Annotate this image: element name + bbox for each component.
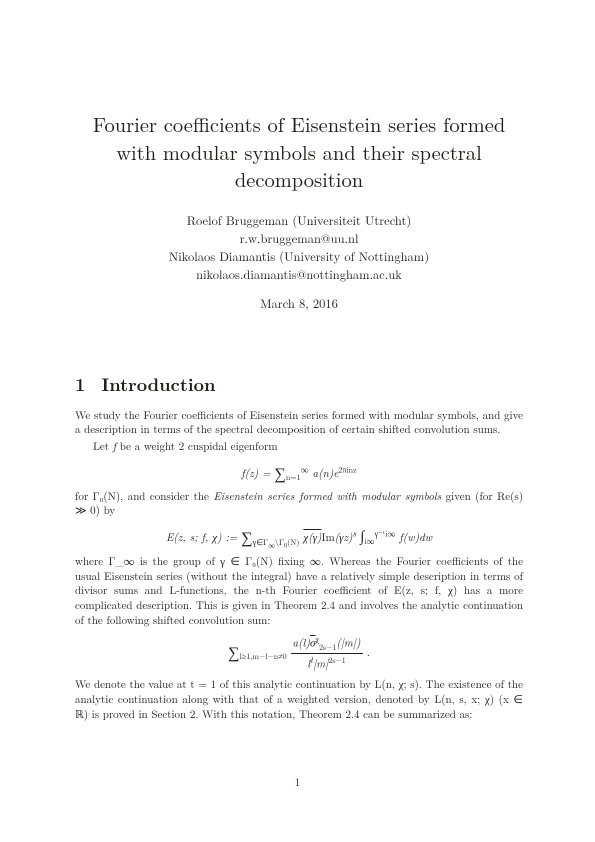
author-email-2: nikolaos.diamantis@nottingham.ac.uk [196, 265, 402, 283]
paragraph-2-prefix: Let [93, 439, 113, 454]
paper-date: March 8, 2016 [75, 294, 523, 312]
author-line-2: Nikolaos Diamantis (University of Nottin… [169, 247, 429, 265]
paragraph-3-em: Eisenstein series formed with modular sy… [213, 489, 441, 504]
section-title: Introduction [101, 372, 215, 397]
author-block: Roelof Bruggeman (Universiteit Utrecht) … [75, 211, 523, 284]
paper-title: Fourier coefficients of Eisenstein serie… [75, 110, 523, 193]
author-line-1: Roelof Bruggeman (Universiteit Utrecht) [187, 211, 411, 229]
paragraph-4: where Γ_∞ is the group of γ ∈ Γ₀(N) fixi… [75, 555, 523, 629]
equation-3: ∑l≥1,m−l−n≠0 a(l)σχ2s−1(|m|) lt|m|2s−1 . [75, 635, 523, 672]
equation-1: f(z) = ∑n=1∞ a(n)e2πinz [75, 461, 523, 484]
paragraph-3: for Γ₀(N), and consider the Eisenstein s… [75, 490, 523, 520]
paragraph-2-suffix: be a weight 2 cuspidal eigenform [116, 439, 277, 454]
section-heading: 1 Introduction [75, 372, 523, 397]
paragraph-3-prefix: for Γ₀(N), and consider the [75, 489, 213, 504]
author-email-1: r.w.bruggeman@uu.nl [240, 229, 359, 247]
paragraph-5: We denote the value at t = 1 of this ana… [75, 678, 523, 723]
page-number: 1 [0, 775, 595, 790]
paragraph-2: Let f be a weight 2 cuspidal eigenform [75, 440, 523, 455]
paragraph-1: We study the Fourier coefficients of Eis… [75, 409, 523, 439]
equation-2: E(z, s; f, χ) := ∑γ∈Γ∞\Γ0(N) χ(γ)Im(γz)s… [75, 525, 523, 548]
section-number: 1 [75, 372, 85, 397]
